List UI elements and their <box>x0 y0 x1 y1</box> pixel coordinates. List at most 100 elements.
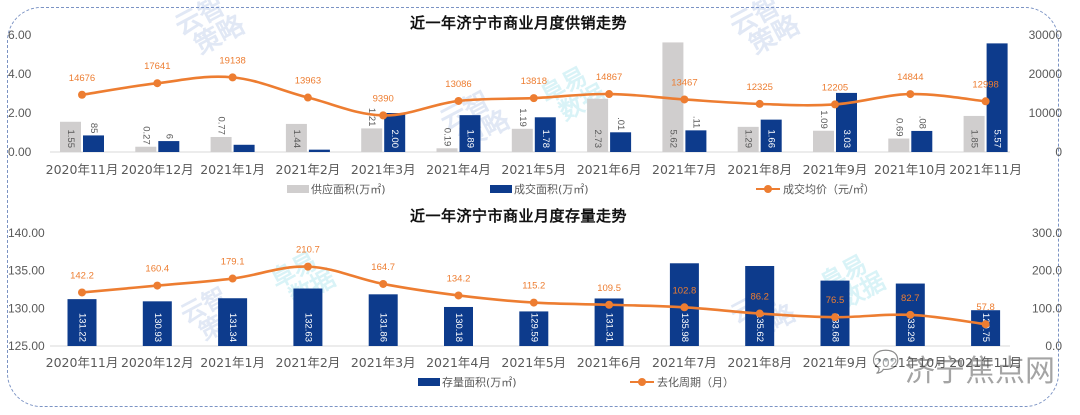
x-tick-label-1: 2020年11月 <box>46 355 119 370</box>
bar-value-label-0-0: 1.55 <box>65 130 76 149</box>
x-tick-label-1: 2020年12月 <box>121 355 194 370</box>
bar-0-0 <box>963 115 985 152</box>
line-point-0-0 <box>755 99 764 108</box>
bar-0-1 <box>534 117 556 152</box>
y-left-tick-1: 135.00 <box>8 264 45 278</box>
line-value-label-0-0: 14844 <box>897 72 923 83</box>
legend-supply: 供应面积(万㎡) <box>287 181 386 197</box>
y-left-tick-0: 2.00 <box>8 106 32 120</box>
line-point-0-0 <box>78 90 86 99</box>
line-point-0-0 <box>228 73 237 82</box>
line-value-label-1-0: 86.2 <box>750 292 769 303</box>
y-right-tick-0: 0 <box>1055 145 1062 159</box>
bar-value-label-0-1: 1.89 <box>464 130 475 149</box>
bar-value-label-0-0: 1.19 <box>517 108 528 127</box>
bar-value-label-0-0: 0.19 <box>441 128 452 147</box>
y-right-tick-1: 200.0 <box>1032 264 1062 278</box>
line-value-label-1-0: 179.1 <box>221 257 245 268</box>
bar-value-label-0-1: 6 <box>163 134 174 139</box>
line-point-1-0 <box>529 298 538 307</box>
x-tick-label-0: 2021年6月 <box>577 162 642 177</box>
bar-value-label-1-0: 131.31 <box>604 313 615 342</box>
line-point-0-0 <box>831 100 839 109</box>
legend-swatch-supply <box>287 185 309 193</box>
line-value-label-0-0: 13467 <box>671 77 697 88</box>
bar-value-label-0-0: 0.69 <box>893 118 904 137</box>
bar-value-label-0-0: 5.62 <box>667 130 678 149</box>
bar-value-label-1-0: 133.29 <box>905 313 916 342</box>
legend-avg-price: 成交均价（元/㎡） <box>756 181 875 197</box>
wechat-icon: 💬 <box>872 350 900 375</box>
y-left-tick-1: 130.00 <box>8 301 45 315</box>
x-tick-label-0: 2021年4月 <box>426 162 491 177</box>
line-point-1-0 <box>981 320 990 329</box>
line-value-label-0-0: 12325 <box>746 82 772 93</box>
bar-value-label-0-1: 5.57 <box>992 130 1003 149</box>
line-point-1-0 <box>228 274 237 283</box>
bar-value-label-0-0: 1.09 <box>818 110 829 129</box>
line-value-label-0-0: 19138 <box>219 55 245 66</box>
y-left-tick-1: 125.00 <box>8 339 45 353</box>
x-tick-label-1: 2021年8月 <box>727 355 792 370</box>
bar-0-0 <box>813 130 834 152</box>
bar-value-label-0-0: 1.44 <box>291 130 302 149</box>
line-point-0-0 <box>303 93 312 102</box>
x-tick-label-0: 2021年8月 <box>727 162 792 177</box>
bar-value-label-0-0: 1.85 <box>969 130 980 149</box>
line-value-label-1-0: 142.2 <box>70 270 94 281</box>
bar-value-label-1-0: 131.34 <box>227 313 238 342</box>
watermark-site: 济宁焦点网 <box>905 354 1055 389</box>
line-value-label-0-0: 17641 <box>144 61 170 72</box>
line-point-1-0 <box>605 300 614 309</box>
y-left-tick-0: 6.00 <box>8 28 32 42</box>
bar-0-1 <box>233 144 255 152</box>
line-value-label-1-0: 102.8 <box>673 285 697 296</box>
bar-1-0 <box>67 299 97 346</box>
x-tick-label-1: 2021年11月 <box>949 355 1022 370</box>
bar-0-1 <box>685 130 707 152</box>
x-tick-label-1: 2021年3月 <box>351 355 416 370</box>
y-right-tick-0: 10000 <box>1029 106 1063 120</box>
legend-swatch-deal-area <box>490 185 512 193</box>
legend-label-supply: 供应面积(万㎡) <box>311 183 386 196</box>
y-right-tick-0: 20000 <box>1029 67 1063 81</box>
line-value-label-1-0: 115.2 <box>522 281 545 292</box>
line-point-0-0 <box>379 111 388 120</box>
line-value-label-0-0: 13963 <box>295 76 321 87</box>
bar-value-label-1-0: 130.93 <box>152 313 163 342</box>
bar-1-0 <box>444 306 473 346</box>
bar-value-label-0-1: .08 <box>916 116 927 129</box>
legend-cycle: 去化周期（月） <box>630 374 734 390</box>
y-right-tick-0: 30000 <box>1029 28 1063 42</box>
bar-value-label-0-0: 1.21 <box>366 108 377 127</box>
legend-label-stock: 存量面积(万㎡) <box>442 376 517 389</box>
x-tick-label-0: 2020年12月 <box>121 162 194 177</box>
bar-value-label-0-1: 3.03 <box>841 130 852 149</box>
line-value-label-1-0: 164.7 <box>371 262 395 273</box>
bar-1-0 <box>142 301 172 346</box>
bar-value-label-0-0: 2.73 <box>592 130 603 149</box>
bar-1-0 <box>368 294 398 346</box>
bar-0-1 <box>911 130 933 152</box>
bar-0-1 <box>384 113 406 152</box>
x-tick-label-0: 2021年2月 <box>276 162 341 177</box>
line-point-0-0 <box>153 79 162 88</box>
legend-swatch-cycle <box>630 377 654 387</box>
bar-0-0 <box>135 146 157 152</box>
line-value-label-1-0: 82.7 <box>901 293 920 304</box>
line-value-label-0-0: 12998 <box>972 79 998 90</box>
x-tick-label-1: 2021年9月 <box>803 355 868 370</box>
bar-0-1 <box>158 141 180 152</box>
bar-0-1 <box>986 43 1008 153</box>
line-value-label-0-0: 9390 <box>373 93 394 104</box>
y-left-tick-0: 4.00 <box>8 67 32 81</box>
line-point-1-0 <box>906 310 915 319</box>
line-value-label-0-0: 13086 <box>445 79 471 90</box>
line-value-label-1-0: 160.4 <box>145 264 169 275</box>
bar-value-label-0-1: 85 <box>88 123 99 134</box>
bar-0-1 <box>610 132 632 152</box>
bar-value-label-0-1: .01 <box>615 117 626 130</box>
y-left-tick-0: 0.00 <box>8 145 32 159</box>
bar-value-label-0-1: .11 <box>690 116 701 129</box>
line-value-label-0-0: 14867 <box>596 72 622 83</box>
